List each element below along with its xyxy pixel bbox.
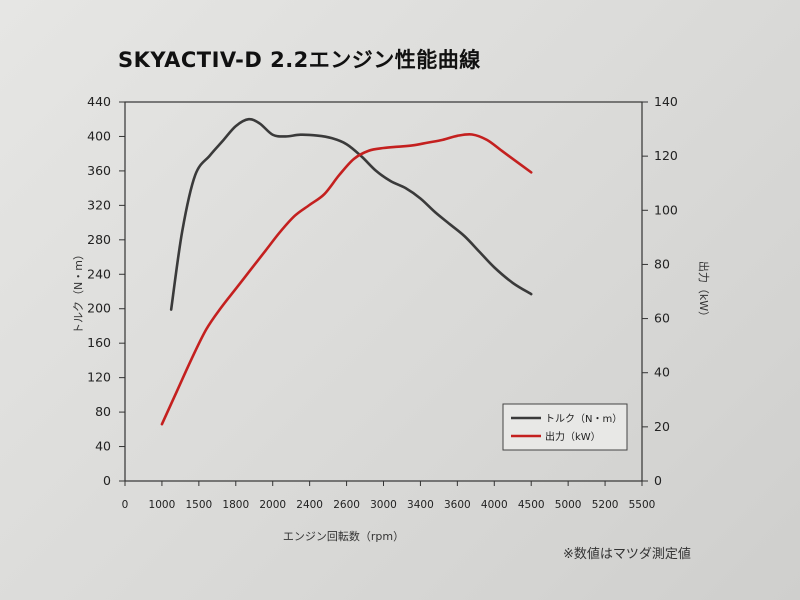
y-right-tick-label: 0: [654, 473, 662, 488]
y-axis-left-label: トルク（N・m）: [72, 249, 85, 334]
x-tick-label: 1800: [222, 499, 249, 511]
x-tick-label: 2000: [259, 499, 286, 511]
x-tick-label: 2600: [333, 499, 360, 511]
power-series-line: [160, 132, 533, 426]
legend-box: [502, 403, 628, 451]
y-left-tick-label: 120: [87, 370, 111, 385]
x-axis-label: エンジン回転数（rpm）: [283, 530, 404, 543]
y-left-tick-label: 0: [103, 473, 111, 488]
x-tick-label: 3000: [370, 499, 397, 511]
y-right-tick-label: 60: [654, 311, 670, 326]
y-right-tick-label: 80: [654, 256, 670, 271]
y-left-tick-label: 40: [95, 439, 111, 454]
y-left-tick-label: 320: [87, 197, 111, 212]
x-tick-label: 5200: [592, 499, 619, 511]
x-tick-label: 3600: [444, 499, 471, 511]
y-left-tick-label: 80: [95, 404, 111, 419]
y-axis-right-label: 出力（kW）: [697, 261, 711, 322]
chart-legend: トルク（N・m） 出力（kW）: [502, 403, 628, 451]
x-tick-label: 3400: [407, 499, 434, 511]
y-right-tick-label: 120: [654, 148, 678, 163]
footnote: ※数値はマツダ測定値: [563, 547, 691, 562]
y-left-tick-label: 280: [87, 232, 111, 247]
y-left-tick-label: 360: [87, 163, 111, 178]
x-tick-label: 1000: [149, 499, 176, 511]
legend-power-label: 出力（kW）: [545, 430, 601, 443]
y-right-tick-label: 100: [654, 202, 678, 217]
y-left-tick-label: 160: [87, 335, 111, 350]
x-tick-label: 0: [122, 499, 129, 511]
x-tick-label: 1500: [185, 499, 212, 511]
x-tick-label: 5500: [629, 499, 656, 511]
legend-torque-label: トルク（N・m）: [545, 413, 622, 425]
x-tick-label: 5000: [555, 499, 582, 511]
torque-series-line: [169, 117, 533, 311]
chart-series: [160, 117, 533, 426]
x-tick-label: 2400: [296, 499, 323, 511]
y-left-tick-label: 200: [87, 301, 111, 316]
x-tick-label: 4500: [518, 499, 545, 511]
y-left-tick-label: 440: [87, 94, 111, 109]
y-left-tick-label: 400: [87, 128, 111, 143]
chart-title: SKYACTIV-D 2.2エンジン性能曲線: [118, 48, 481, 72]
y-left-tick-label: 240: [87, 266, 111, 281]
y-right-tick-label: 140: [654, 94, 678, 109]
x-tick-label: 4000: [481, 499, 508, 511]
chart-ticks: 0 40 80 120 160 200 240 280 320 360 400 440 0 20 40 60 8…: [87, 94, 678, 511]
y-right-tick-label: 40: [654, 365, 670, 380]
y-right-tick-label: 20: [654, 419, 670, 434]
